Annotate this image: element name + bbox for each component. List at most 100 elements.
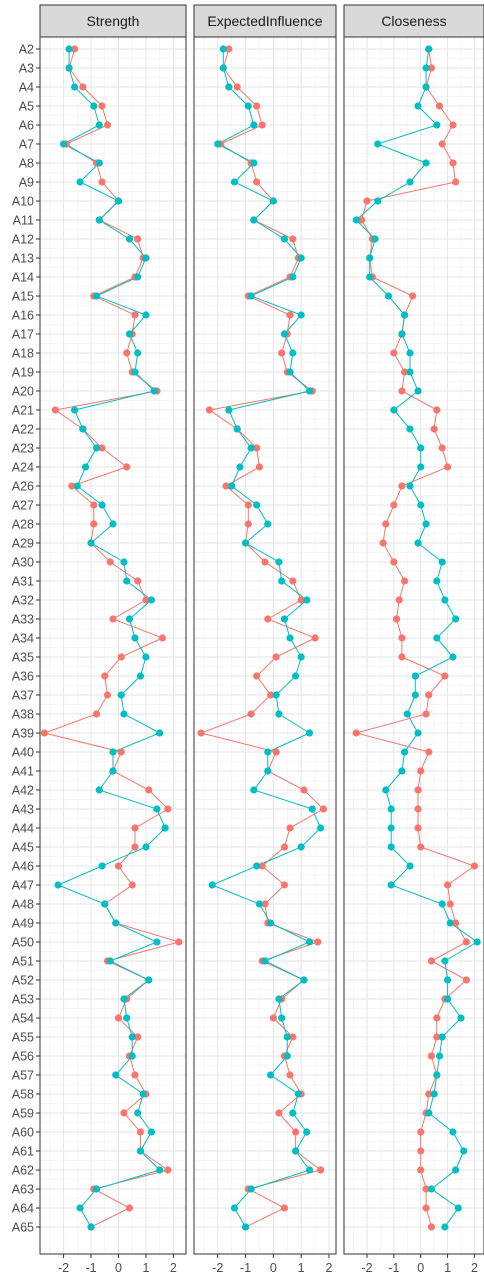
data-point xyxy=(280,843,289,851)
data-point xyxy=(443,881,452,889)
data-point xyxy=(363,197,371,205)
data-point xyxy=(65,64,73,72)
data-point xyxy=(470,862,479,870)
data-point xyxy=(286,634,294,642)
data-point xyxy=(261,900,269,908)
data-point xyxy=(297,596,305,604)
y-tick-label: A7 xyxy=(19,138,34,152)
y-tick-label: A52 xyxy=(12,974,34,988)
data-point xyxy=(390,558,398,566)
data-point xyxy=(142,596,150,604)
data-point xyxy=(120,1109,128,1117)
data-point xyxy=(398,653,406,661)
data-point xyxy=(59,140,68,148)
data-point xyxy=(117,653,125,661)
data-point xyxy=(366,273,374,281)
data-point xyxy=(371,235,379,243)
data-point xyxy=(390,406,398,414)
data-point xyxy=(427,1223,436,1231)
y-tick-label: A40 xyxy=(12,746,34,760)
data-point xyxy=(76,1204,84,1212)
x-tick-label: -1 xyxy=(240,1261,251,1275)
data-point xyxy=(125,615,134,623)
data-point xyxy=(134,577,142,585)
y-tick-label: A54 xyxy=(12,1012,34,1026)
data-point xyxy=(112,1071,120,1079)
data-point xyxy=(131,1071,139,1079)
y-tick-label: A50 xyxy=(12,936,34,950)
data-point xyxy=(120,558,128,566)
y-tick-label: A42 xyxy=(12,784,34,798)
y-tick-label: A30 xyxy=(12,556,34,570)
y-tick-label: A5 xyxy=(19,100,34,114)
data-point xyxy=(449,159,457,167)
y-tick-label: A11 xyxy=(13,214,34,228)
data-point xyxy=(387,843,395,851)
y-tick-label: A49 xyxy=(12,917,34,931)
x-tick-label: 1 xyxy=(444,1261,451,1275)
x-tick-label: -2 xyxy=(361,1261,372,1275)
data-point xyxy=(136,672,145,680)
data-point xyxy=(95,159,103,167)
data-point xyxy=(441,672,449,680)
data-point xyxy=(305,729,314,737)
data-point xyxy=(175,938,183,946)
data-point xyxy=(70,406,79,414)
y-tick-label: A56 xyxy=(12,1050,34,1064)
data-point xyxy=(406,368,414,376)
data-point xyxy=(272,653,280,661)
data-point xyxy=(142,311,150,319)
y-tick-label: A55 xyxy=(12,1031,34,1045)
data-point xyxy=(134,349,142,357)
data-point xyxy=(398,330,406,338)
data-point xyxy=(398,634,406,642)
data-point xyxy=(92,710,101,718)
data-point xyxy=(406,482,414,490)
data-point xyxy=(433,406,441,414)
data-point xyxy=(106,558,114,566)
x-tick-label: -2 xyxy=(212,1261,223,1275)
data-point xyxy=(433,1033,441,1041)
data-point xyxy=(264,615,272,623)
data-point xyxy=(156,1166,164,1174)
y-tick-label: A31 xyxy=(12,575,34,589)
data-point xyxy=(382,786,390,794)
y-tick-label: A60 xyxy=(12,1126,34,1140)
y-tick-label: A23 xyxy=(12,442,34,456)
data-point xyxy=(300,786,308,794)
x-tick-label: 0 xyxy=(417,1261,424,1275)
data-point xyxy=(214,140,222,148)
data-point xyxy=(92,1185,101,1193)
data-point xyxy=(51,406,59,414)
data-point xyxy=(225,406,233,414)
data-point xyxy=(134,235,142,243)
data-point xyxy=(384,292,393,300)
data-point xyxy=(297,311,305,319)
data-point xyxy=(425,691,433,699)
y-tick-label: A58 xyxy=(12,1088,34,1102)
data-point xyxy=(123,463,131,471)
data-point xyxy=(317,824,325,832)
y-tick-label: A48 xyxy=(12,898,34,912)
data-point xyxy=(247,710,255,718)
data-point xyxy=(291,1128,300,1136)
data-point xyxy=(109,520,117,528)
data-point xyxy=(446,919,454,927)
data-point xyxy=(208,881,216,889)
data-point xyxy=(374,140,382,148)
data-point xyxy=(449,1128,457,1136)
data-point xyxy=(303,1128,311,1136)
data-point xyxy=(280,1204,289,1212)
data-point xyxy=(462,976,470,984)
data-point xyxy=(417,1128,425,1136)
data-point xyxy=(352,729,360,737)
data-point xyxy=(414,539,422,547)
y-tick-label: A28 xyxy=(12,518,34,532)
data-point xyxy=(275,710,283,718)
y-tick-label: A41 xyxy=(12,765,34,779)
data-point xyxy=(427,957,436,965)
y-tick-label: A51 xyxy=(12,955,34,969)
y-tick-label: A22 xyxy=(12,423,34,437)
data-point xyxy=(106,957,114,965)
data-point xyxy=(101,900,109,908)
